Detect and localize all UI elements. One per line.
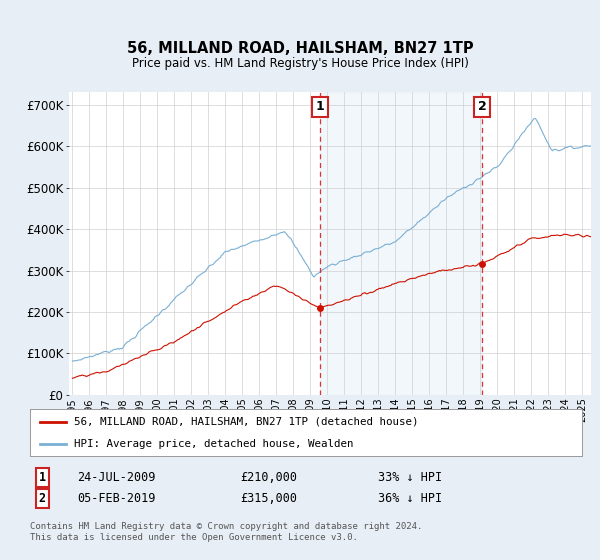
Text: 56, MILLAND ROAD, HAILSHAM, BN27 1TP (detached house): 56, MILLAND ROAD, HAILSHAM, BN27 1TP (de…: [74, 417, 419, 427]
Text: 56, MILLAND ROAD, HAILSHAM, BN27 1TP: 56, MILLAND ROAD, HAILSHAM, BN27 1TP: [127, 41, 473, 56]
Text: 36% ↓ HPI: 36% ↓ HPI: [378, 492, 442, 505]
Text: £210,000: £210,000: [240, 470, 297, 484]
Text: Contains HM Land Registry data © Crown copyright and database right 2024.
This d: Contains HM Land Registry data © Crown c…: [30, 522, 422, 542]
Text: 05-FEB-2019: 05-FEB-2019: [77, 492, 155, 505]
Text: HPI: Average price, detached house, Wealden: HPI: Average price, detached house, Weal…: [74, 438, 353, 449]
Text: 33% ↓ HPI: 33% ↓ HPI: [378, 470, 442, 484]
Text: £315,000: £315,000: [240, 492, 297, 505]
Text: 2: 2: [38, 492, 46, 505]
Text: 1: 1: [38, 470, 46, 484]
Text: Price paid vs. HM Land Registry's House Price Index (HPI): Price paid vs. HM Land Registry's House …: [131, 57, 469, 70]
Text: 1: 1: [316, 100, 325, 113]
Text: 2: 2: [478, 100, 487, 113]
Text: 24-JUL-2009: 24-JUL-2009: [77, 470, 155, 484]
Bar: [320, 92, 482, 395]
